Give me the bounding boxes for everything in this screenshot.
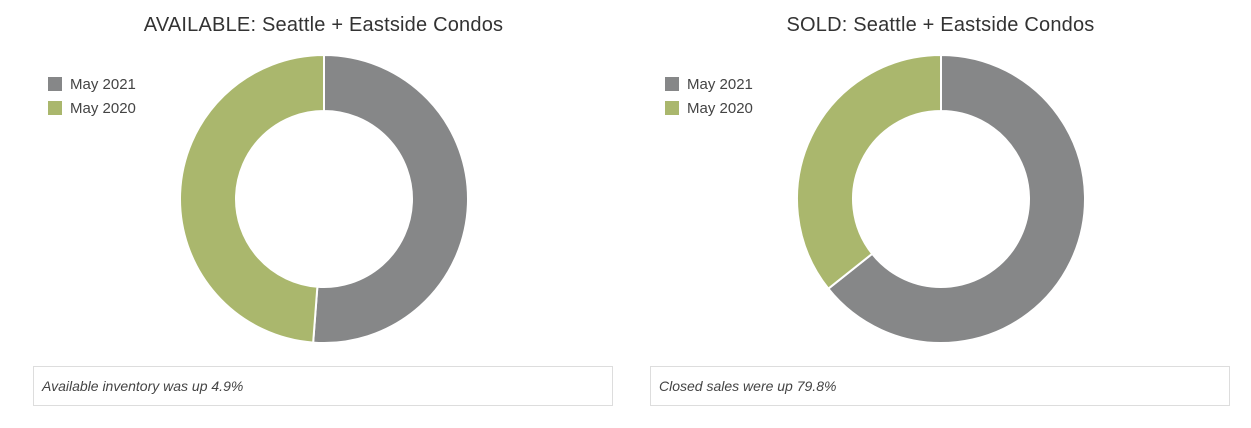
legend-swatch (665, 77, 679, 91)
legend-swatch (48, 101, 62, 115)
donut-slice-may-2021[interactable] (826, 53, 1086, 344)
donut-slice-may-2020[interactable] (178, 53, 325, 344)
chart-title: AVAILABLE: Seattle + Eastside Condos (143, 14, 504, 36)
legend: May 2021 May 2020 (48, 72, 136, 120)
legend-item[interactable]: May 2020 (48, 96, 136, 120)
available-chart-panel: AVAILABLE: Seattle + Eastside Condos May… (31, 0, 616, 428)
legend-item[interactable]: May 2021 (665, 72, 753, 96)
legend-label: May 2021 (70, 75, 136, 93)
legend-item[interactable]: May 2021 (48, 72, 136, 96)
legend: May 2021 May 2020 (665, 72, 753, 120)
note-text: Closed sales were up 79.8% (659, 378, 837, 394)
donut-slice-may-2021[interactable] (312, 53, 469, 344)
donut-chart (796, 53, 1086, 344)
donut-slice-may-2020[interactable] (796, 53, 942, 291)
chart-title: SOLD: Seattle + Eastside Condos (786, 14, 1095, 36)
legend-swatch (665, 101, 679, 115)
note-box: Available inventory was up 4.9% (33, 366, 613, 406)
legend-swatch (48, 77, 62, 91)
legend-label: May 2020 (687, 99, 753, 117)
note-text: Available inventory was up 4.9% (42, 378, 244, 394)
legend-label: May 2020 (70, 99, 136, 117)
donut-chart (178, 53, 469, 344)
note-box: Closed sales were up 79.8% (650, 366, 1230, 406)
sold-chart-panel: SOLD: Seattle + Eastside Condos May 2021… (648, 0, 1233, 428)
legend-label: May 2021 (687, 75, 753, 93)
legend-item[interactable]: May 2020 (665, 96, 753, 120)
